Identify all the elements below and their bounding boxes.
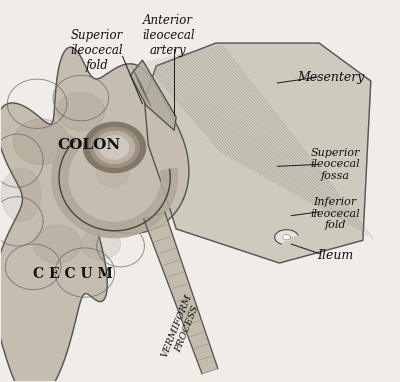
Polygon shape	[0, 47, 189, 382]
Text: Superior
ileocecal
fossa: Superior ileocecal fossa	[310, 148, 360, 181]
Polygon shape	[275, 230, 298, 244]
Polygon shape	[100, 136, 129, 159]
Text: C E C U M: C E C U M	[33, 267, 113, 282]
Polygon shape	[33, 225, 81, 263]
Text: Ileum: Ileum	[317, 249, 353, 262]
Polygon shape	[144, 43, 371, 263]
Text: VERMIFORM
PROCESS: VERMIFORM PROCESS	[160, 293, 204, 363]
Polygon shape	[90, 128, 139, 167]
Polygon shape	[52, 135, 177, 238]
Text: Superior
ileocecal
fold: Superior ileocecal fold	[70, 29, 123, 72]
Polygon shape	[13, 119, 69, 165]
Polygon shape	[144, 212, 218, 374]
Text: COLON: COLON	[57, 139, 120, 152]
Polygon shape	[95, 131, 134, 163]
Text: Anterior
ileocecal
artery: Anterior ileocecal artery	[142, 14, 194, 57]
Polygon shape	[283, 235, 290, 240]
Polygon shape	[1, 168, 41, 221]
Text: Mesentery: Mesentery	[297, 71, 365, 84]
Polygon shape	[84, 122, 146, 173]
Polygon shape	[81, 229, 120, 259]
Polygon shape	[130, 60, 176, 130]
Polygon shape	[97, 157, 128, 187]
Text: Inferior
ileocecal
fold: Inferior ileocecal fold	[310, 197, 360, 230]
Polygon shape	[57, 92, 105, 130]
